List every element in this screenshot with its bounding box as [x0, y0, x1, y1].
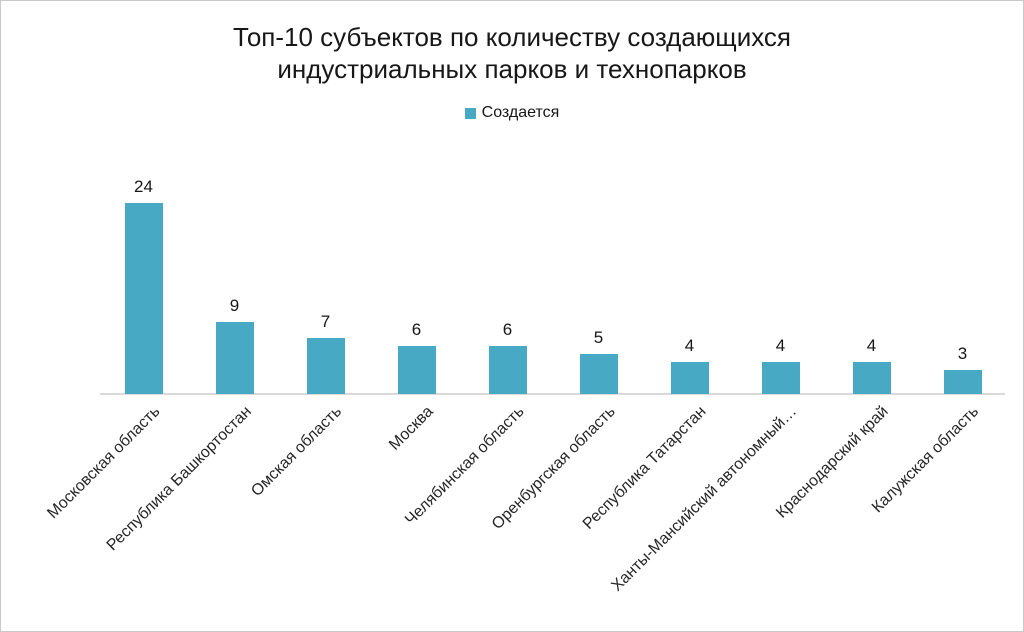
- x-axis-category-label: Омская область: [248, 403, 346, 500]
- bar: [488, 346, 527, 394]
- bar: [761, 362, 800, 394]
- bar-value-label: 6: [502, 320, 513, 339]
- bar-value-label: 4: [775, 336, 786, 355]
- bar: [943, 370, 982, 394]
- bar: [215, 322, 254, 394]
- bar: [670, 362, 709, 394]
- legend: Создается: [1, 104, 1023, 122]
- bar: [124, 203, 163, 394]
- chart-title-line-2: индустриальных парков и технопарков: [277, 54, 747, 84]
- chart-title: Топ-10 субъектов по количеству создающих…: [1, 21, 1023, 85]
- bar-value-label: 4: [866, 336, 877, 355]
- legend-series-label: Создается: [481, 104, 560, 121]
- chart-title-line-1: Топ-10 субъектов по количеству создающих…: [232, 22, 792, 52]
- bar-value-label: 6: [411, 320, 422, 339]
- bar: [397, 346, 436, 394]
- bar: [579, 354, 618, 394]
- x-axis-category-label: Ханты-Мансийский автономный…: [608, 403, 801, 595]
- x-axis-category-label: Республика Башкортостан: [103, 403, 255, 555]
- bar-value-label: 4: [684, 336, 695, 355]
- bar-value-label: 7: [320, 312, 331, 331]
- bar-value-label: 5: [593, 328, 604, 347]
- bar-value-label: 24: [134, 177, 153, 196]
- x-axis-category-label: Москва: [385, 403, 437, 454]
- x-axis-line: [100, 393, 1005, 395]
- bar: [852, 362, 891, 394]
- legend-swatch-icon: [464, 107, 476, 119]
- bar: [306, 338, 345, 394]
- bar-value-label: 9: [229, 296, 240, 315]
- bar-value-label: 3: [957, 344, 968, 363]
